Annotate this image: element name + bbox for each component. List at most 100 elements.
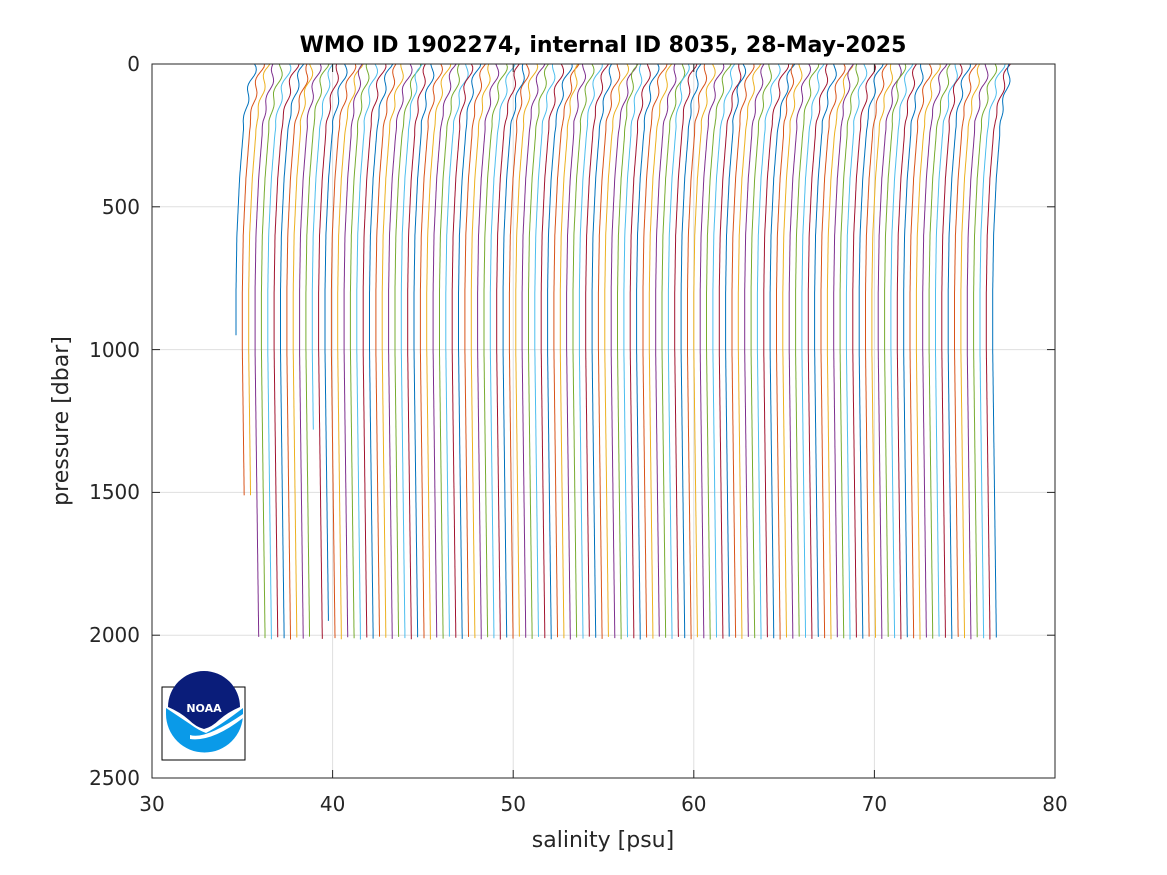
- profile-line: [737, 63, 762, 639]
- profile-line: [629, 63, 651, 639]
- profile-line: [394, 63, 422, 637]
- y-axis-label: pressure [dbar]: [49, 336, 74, 506]
- profile-line: [699, 63, 725, 639]
- y-tick-label: 500: [102, 195, 140, 219]
- profile-line: [439, 63, 460, 639]
- y-tick-labels: 0 500 1000 1500 2000 2500: [89, 52, 140, 790]
- x-tick-label: 80: [1042, 792, 1067, 816]
- profile-line: [833, 63, 854, 638]
- profile-line: [585, 63, 610, 637]
- profile-line: [508, 63, 530, 639]
- profile-line: [388, 63, 413, 639]
- profile-line: [954, 63, 978, 637]
- profile-line: [248, 63, 271, 496]
- noaa-logo: NOAA: [161, 671, 246, 761]
- profile-line: [534, 64, 556, 637]
- profile-line: [528, 63, 549, 639]
- profile-line: [356, 63, 379, 640]
- x-tick-label: 70: [862, 792, 887, 816]
- profile-line: [572, 63, 595, 638]
- profile-line: [788, 63, 812, 639]
- profile-line: [947, 63, 971, 639]
- profile-line: [375, 63, 397, 637]
- profile-line: [642, 63, 668, 638]
- profile-line: [458, 63, 482, 639]
- profile-line: [941, 63, 963, 638]
- profile-line: [680, 63, 702, 639]
- profile-line: [960, 63, 981, 639]
- profile-lines: [235, 63, 1011, 640]
- profile-line: [610, 63, 638, 639]
- y-tick-label: 2500: [89, 766, 140, 790]
- profile-line: [286, 63, 309, 640]
- profile-line: [807, 63, 829, 639]
- profile-line: [566, 63, 587, 640]
- x-tick-label: 40: [320, 792, 345, 816]
- profile-line: [280, 63, 305, 639]
- profile-line: [731, 63, 755, 638]
- profile-line: [839, 63, 859, 639]
- grid-lines: [152, 64, 1055, 778]
- x-tick-label: 60: [681, 792, 706, 816]
- profile-line: [267, 63, 292, 640]
- profile-line: [292, 63, 314, 638]
- profile-line: [852, 63, 877, 638]
- chart-title: WMO ID 1902274, internal ID 8035, 28-May…: [300, 33, 907, 58]
- profile-line: [515, 63, 539, 637]
- profile-line: [979, 63, 1006, 639]
- profile-line: [884, 63, 907, 637]
- plot-area: NOAA: [151, 63, 1056, 779]
- noaa-logo-wave: [190, 714, 243, 740]
- profile-line: [330, 63, 357, 639]
- profile-line: [559, 63, 579, 639]
- profile-line: [547, 63, 573, 640]
- profile-line: [667, 63, 690, 639]
- profile-line: [578, 63, 603, 639]
- profile-line: [235, 63, 257, 336]
- profile-line: [318, 63, 339, 639]
- profile-line: [776, 63, 795, 640]
- profile-line: [273, 63, 300, 638]
- y-tick-label: 2000: [89, 623, 140, 647]
- profile-line: [769, 63, 796, 639]
- profile-line: [617, 63, 639, 640]
- profile-line: [553, 63, 580, 638]
- y-tick-label: 1500: [89, 480, 140, 504]
- profile-line: [890, 63, 914, 639]
- profile-line: [744, 63, 765, 637]
- profile-line: [445, 63, 469, 637]
- profile-line: [718, 63, 742, 639]
- profile-line: [661, 63, 686, 638]
- profile-line: [470, 63, 491, 639]
- profile-line: [540, 63, 564, 639]
- profile-line: [935, 63, 958, 637]
- profile-line: [502, 63, 525, 638]
- profile-line: [648, 63, 673, 639]
- profile-line: [782, 63, 803, 638]
- profile-line: [636, 63, 660, 640]
- profile-line: [407, 63, 426, 640]
- profile-line: [922, 63, 948, 638]
- profile-line: [750, 63, 772, 639]
- profile-line: [260, 63, 283, 639]
- profile-line: [604, 63, 630, 637]
- profile-line: [369, 63, 394, 639]
- profile-line: [845, 63, 868, 640]
- profile-line: [299, 63, 322, 639]
- profile-line: [985, 63, 1011, 640]
- profile-line: [693, 63, 716, 638]
- profile-line: [483, 63, 508, 638]
- profile-line: [464, 63, 486, 637]
- profile-line: [725, 63, 747, 637]
- profile-line: [909, 63, 933, 639]
- x-tick-label: 30: [139, 792, 164, 816]
- y-tick-label: 0: [127, 52, 140, 76]
- profile-line: [597, 63, 621, 639]
- profile-line: [903, 64, 924, 638]
- profile-line: [706, 63, 732, 640]
- axes-box: [151, 63, 1056, 779]
- profile-line: [496, 63, 520, 640]
- profile-line: [871, 63, 894, 638]
- profile-line: [858, 63, 884, 639]
